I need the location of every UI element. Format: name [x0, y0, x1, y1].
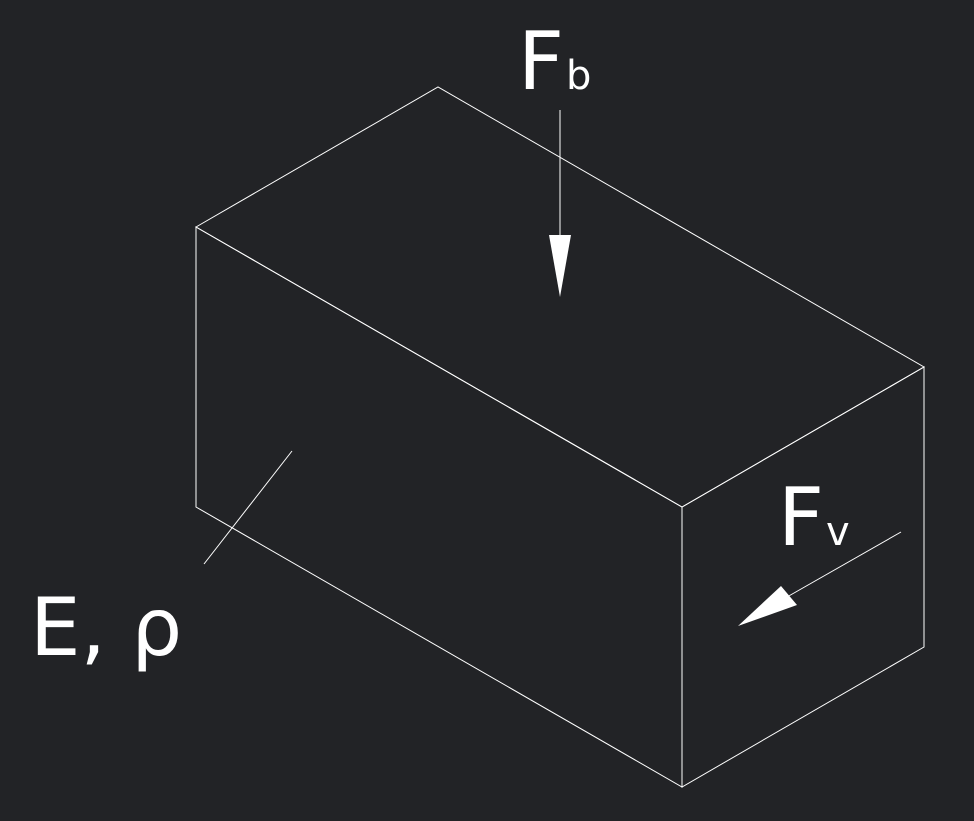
force-label-fv: Fv — [778, 478, 850, 558]
box-front-face — [195, 226, 683, 788]
force-subscript: b — [566, 53, 592, 99]
force-symbol: F — [518, 15, 565, 108]
box-right-face — [681, 366, 925, 788]
force-arrow-side — [738, 531, 902, 626]
force-arrow-down — [549, 110, 571, 297]
force-subscript: v — [826, 509, 850, 555]
force-symbol: F — [778, 471, 825, 564]
material-properties-label: E, ρ — [30, 581, 183, 674]
material-leader-line — [203, 450, 293, 565]
force-label-fb: Fb — [518, 22, 591, 102]
